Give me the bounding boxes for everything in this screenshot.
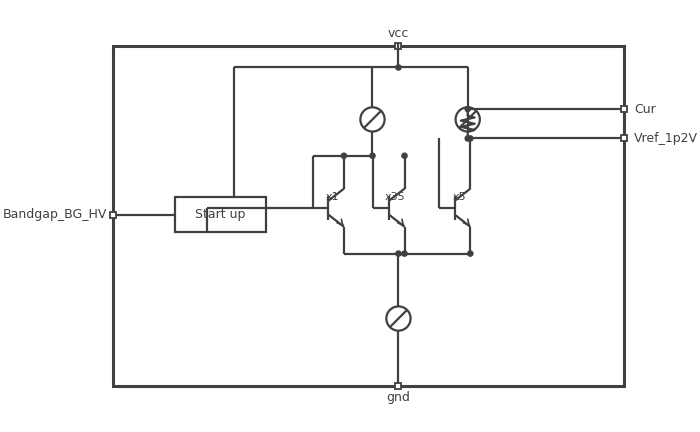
Text: x1: x1: [326, 192, 340, 202]
Bar: [620, 135, 626, 142]
Circle shape: [370, 153, 375, 159]
Text: x35: x35: [385, 192, 405, 202]
Circle shape: [396, 65, 401, 70]
Bar: [395, 383, 402, 389]
Text: Start up: Start up: [195, 208, 246, 221]
Text: gnd: gnd: [386, 391, 410, 404]
Bar: [620, 106, 626, 112]
Circle shape: [468, 136, 473, 141]
Circle shape: [396, 251, 401, 256]
Bar: [175, 197, 266, 232]
Circle shape: [468, 251, 473, 256]
Circle shape: [402, 153, 407, 159]
Text: Bandgap_BG_HV: Bandgap_BG_HV: [4, 208, 108, 221]
Bar: [113, 46, 624, 386]
Bar: [395, 43, 402, 49]
Text: x5: x5: [452, 192, 466, 202]
Circle shape: [342, 153, 346, 159]
Circle shape: [465, 136, 470, 141]
Circle shape: [402, 251, 407, 256]
Text: Vref_1p2V: Vref_1p2V: [634, 132, 698, 145]
Bar: [110, 212, 116, 218]
Text: vcc: vcc: [388, 27, 409, 40]
Circle shape: [465, 106, 470, 111]
Text: Cur: Cur: [634, 102, 656, 115]
